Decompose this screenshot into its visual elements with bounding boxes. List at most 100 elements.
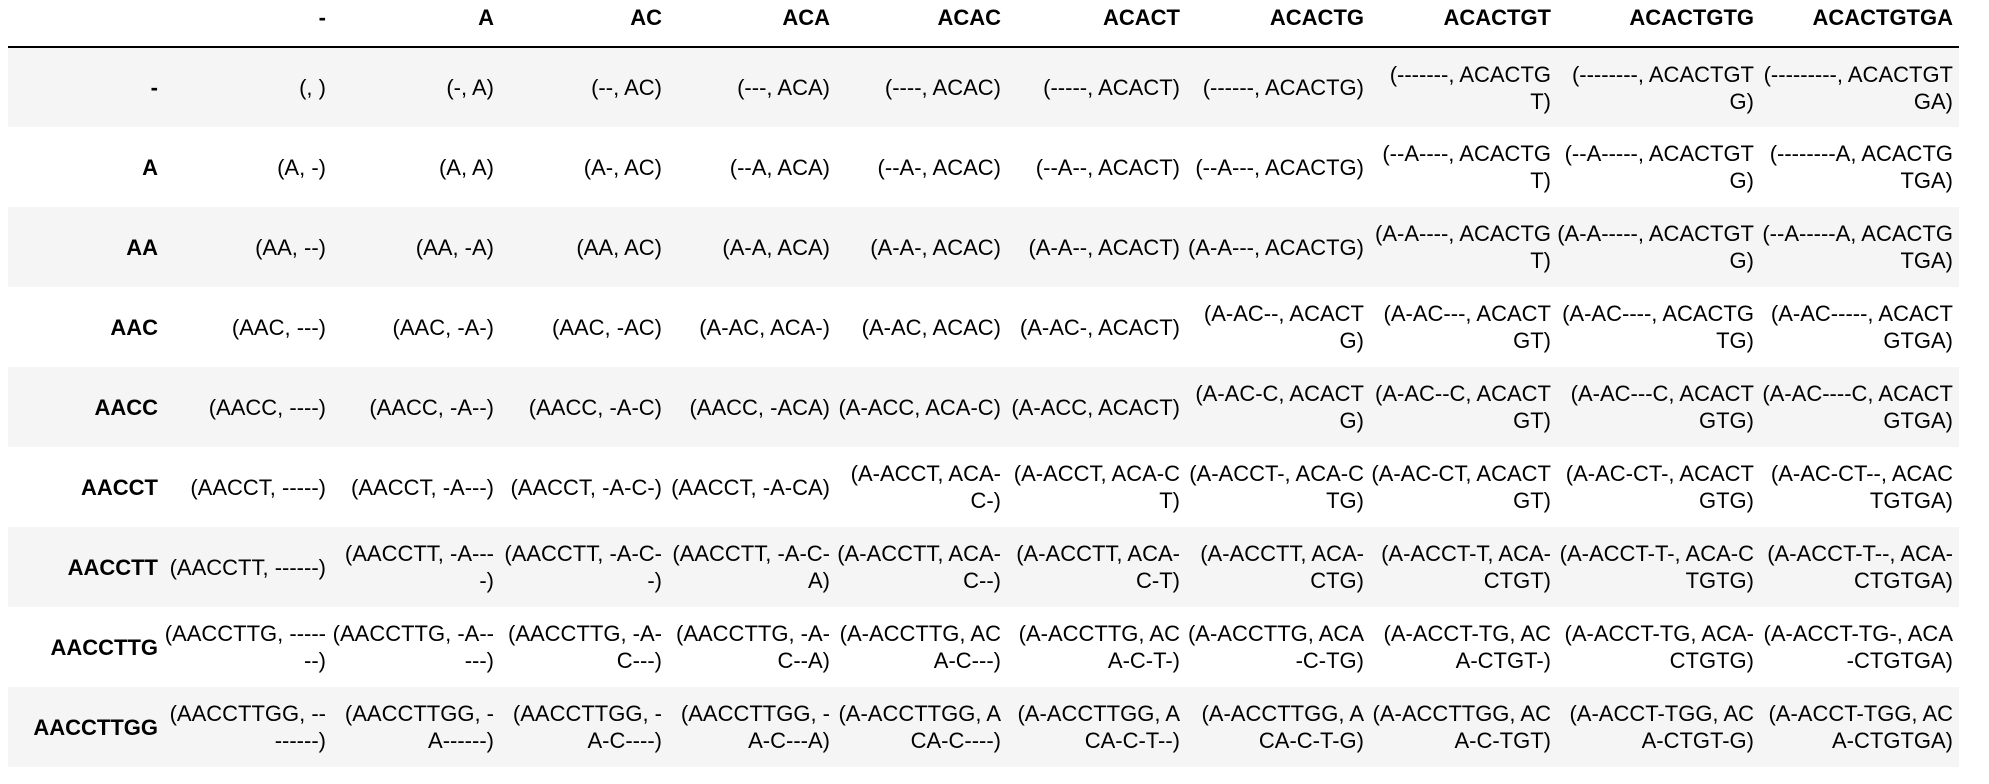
table-row: AACCT (AACCT, -----) (AACCT, -A---) (AACCT,…	[8, 447, 1959, 527]
table-row: AACCTTG (AACCTTG, -------) (AACCTTG, -A---…	[8, 607, 1959, 687]
alignment-dataframe-table: - A AC ACA ACAC ACACT ACACTG ACACTGT ACACTGTG ACA…	[8, 0, 1959, 767]
table-cell: (A-A----, ACACTGT)	[1375, 221, 1551, 273]
table-cell: (--A-----A, ACACTGTGA)	[1762, 221, 1953, 273]
table-cell: (AACCTTG, -A-----)	[332, 621, 494, 673]
table-cell: (AACC, ----)	[208, 394, 326, 420]
table-cell: (AACCT, -A---)	[351, 474, 494, 500]
table-cell: (A-ACCTT, ACA-CTG)	[1200, 541, 1364, 593]
table-cell: (A-ACCTT, ACA-C-T)	[1016, 541, 1180, 593]
column-header: ACA	[668, 0, 836, 48]
table-cell: (AACCT, -A-CA)	[671, 474, 830, 500]
table-cell: (A-AC, ACAC)	[861, 314, 1001, 340]
table-cell: (A-A-----, ACACTGTG)	[1557, 221, 1754, 273]
table-cell: (--------A, ACACTGTGA)	[1769, 141, 1953, 193]
table-cell: (---, ACA)	[737, 75, 830, 100]
table-cell: (A-ACC, ACACT)	[1011, 394, 1180, 420]
corner-header-cell	[8, 0, 164, 48]
table-cell: (A-AC-CT, ACACTGT)	[1371, 461, 1551, 513]
column-header: -	[164, 0, 332, 48]
table-cell: (A-ACCT-TGG, ACA-CTGTGA)	[1768, 701, 1953, 753]
table-cell: (AAC, ---)	[231, 314, 326, 340]
table-cell: (A-ACCT-TG-, ACA-CTGTGA)	[1763, 621, 1953, 673]
table-cell: (A-, AC)	[583, 154, 662, 180]
table-cell: (, )	[299, 75, 326, 100]
table-cell: (A-ACCTT, ACA-C--)	[837, 541, 1001, 593]
column-header: A	[332, 0, 500, 48]
column-header: ACACTGT	[1370, 0, 1557, 48]
table-cell: (A-AC-CT-, ACACTGTG)	[1565, 461, 1754, 513]
table-cell: (A-AC---C, ACACTGTG)	[1570, 381, 1754, 433]
table-cell: (A, A)	[438, 154, 494, 180]
table-cell: (A-ACCT-TG, ACA-CTGTG)	[1564, 621, 1754, 673]
table-cell: (A-AC-C, ACACTG)	[1195, 381, 1364, 433]
row-header: AACC	[94, 394, 158, 420]
table-cell: (A-ACCTTGG, ACA-C-TGT)	[1372, 701, 1551, 753]
row-header: -	[150, 75, 158, 100]
table-cell: (----, ACAC)	[884, 75, 1001, 100]
table-cell: (AACCTT, ------)	[169, 554, 326, 580]
row-header: AACCTT	[67, 554, 158, 580]
table-cell: (A-ACCT-T, ACA-CTGT)	[1381, 541, 1551, 593]
table-row: AACCTTGG (AACCTTGG, --------) (AACCTTGG, -…	[8, 687, 1959, 767]
table-cell: (AACC, -ACA)	[689, 394, 830, 420]
table-cell: (A-AC----C, ACACTGTGA)	[1762, 381, 1953, 433]
table-cell: (AAC, -AC)	[552, 314, 662, 340]
table-cell: (A-ACCTTGG, ACA-C-T-G)	[1201, 701, 1364, 753]
row-header: AACCT	[81, 474, 158, 500]
table-cell: (A-ACCT-TG, ACA-CTGT-)	[1383, 621, 1551, 673]
table-body: - (, ) (-, A) (--, AC) (---, ACA) (----, ACAC…	[8, 47, 1959, 767]
table-cell: (AACCTTG, -------)	[164, 621, 326, 673]
table-cell: (A-ACCT-T--, ACA-CTGTGA)	[1767, 541, 1953, 593]
table-cell: (--, AC)	[591, 75, 662, 100]
table-cell: (A-ACC, ACA-C)	[838, 394, 1001, 420]
table-cell: (A-ACCT-TGG, ACA-CTGT-G)	[1569, 701, 1754, 753]
table-cell: (AA, --)	[255, 234, 326, 260]
table-cell: (A-ACCTTG, ACA-C-T-)	[1018, 621, 1180, 673]
table-cell: (A-ACCT-T-, ACA-CTGTG)	[1559, 541, 1754, 593]
table-row: AA (AA, --) (AA, -A) (AA, AC) (A-A, ACA) (A-A…	[8, 207, 1959, 287]
column-header: ACACTGTG	[1557, 0, 1760, 48]
table-cell: (--A---, ACACTG)	[1195, 154, 1364, 180]
table-cell: (--A--, ACACT)	[1035, 154, 1180, 180]
table-cell: (A-ACCT-, ACA-CTG)	[1189, 461, 1364, 513]
row-header: AACCTTG	[50, 634, 158, 660]
table-cell: (AACC, -A-C)	[528, 394, 662, 420]
table-cell: (-------, ACACTGT)	[1389, 61, 1551, 114]
table-cell: (--A-----, ACACTGTG)	[1564, 141, 1754, 193]
table-cell: (AACCTTGG, -A------)	[344, 701, 494, 753]
column-header: ACACTGTGA	[1760, 0, 1959, 48]
table-cell: (AACCTT, -A----)	[344, 541, 494, 593]
table-cell: (A-ACCTTG, ACA-C-TG)	[1187, 621, 1364, 673]
table-cell: (A-ACCT, ACA-CT)	[1013, 461, 1180, 513]
table-row: - (, ) (-, A) (--, AC) (---, ACA) (----, ACAC…	[8, 47, 1959, 127]
table-cell: (--------, ACACTGTG)	[1571, 61, 1754, 114]
row-header: AAC	[110, 314, 158, 340]
row-header: A	[142, 154, 158, 180]
table-cell: (AAC, -A-)	[392, 314, 494, 340]
table-cell: (-----, ACACT)	[1043, 75, 1180, 100]
table-cell: (--A-, ACAC)	[877, 154, 1001, 180]
table-cell: (--A, ACA)	[729, 154, 830, 180]
table-cell: (-, A)	[446, 75, 494, 100]
table-cell: (AACCTTG, -A-C---)	[508, 621, 662, 673]
column-header: ACAC	[836, 0, 1007, 48]
table-cell: (A-AC----, ACACTGTG)	[1562, 301, 1754, 353]
table-row: AACCTT (AACCTT, ------) (AACCTT, -A----) (A…	[8, 527, 1959, 607]
table-cell: (A-AC--C, ACACTGT)	[1375, 381, 1551, 433]
table-cell: (AACCT, -----)	[190, 474, 326, 500]
table-cell: (A-AC, ACA-)	[699, 314, 830, 340]
table-cell: (---------, ACACTGTGA)	[1763, 61, 1953, 114]
column-header: ACACTG	[1186, 0, 1370, 48]
table-header: - A AC ACA ACAC ACACT ACACTG ACACTGT ACACTGTG ACA…	[8, 0, 1959, 48]
table-cell: (------, ACACTG)	[1202, 75, 1364, 100]
table-cell: (AA, -A)	[415, 234, 494, 260]
table-cell: (AA, AC)	[576, 234, 662, 260]
table-cell: (A-ACCTTG, ACA-C---)	[839, 621, 1001, 673]
table-cell: (A-A-, ACAC)	[870, 234, 1001, 260]
table-cell: (A-ACCTTGG, ACA-C----)	[838, 701, 1001, 753]
table-cell: (A-AC-, ACACT)	[1019, 314, 1180, 340]
table-cell: (A-A, ACA)	[722, 234, 830, 260]
table-cell: (A-AC-----, ACACTGTGA)	[1770, 301, 1953, 353]
table-cell: (AACCTTG, -A-C--A)	[676, 621, 830, 673]
table-cell: (A-A--, ACACT)	[1028, 234, 1180, 260]
